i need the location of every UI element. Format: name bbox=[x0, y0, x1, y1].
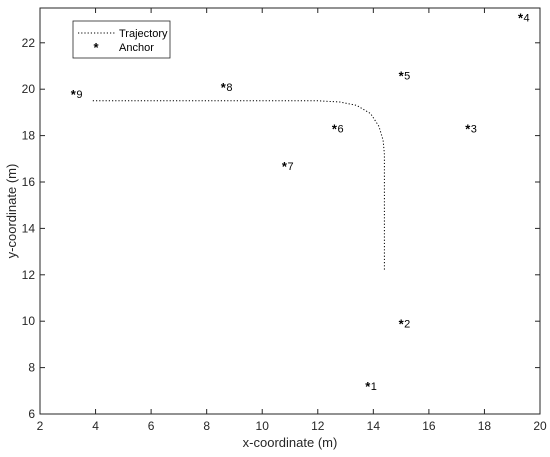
y-tick-label: 14 bbox=[22, 221, 36, 235]
legend: Trajectory * Anchor bbox=[72, 20, 171, 59]
y-tick-label: 8 bbox=[28, 361, 35, 375]
legend-box bbox=[72, 20, 171, 59]
anchor-marker: * bbox=[282, 159, 288, 174]
y-tick-label: 22 bbox=[22, 36, 36, 50]
x-tick-label: 2 bbox=[37, 419, 44, 433]
legend-anchor-label: Anchor bbox=[119, 42, 154, 54]
anchor-marker: * bbox=[221, 80, 227, 95]
anchor-label: 6 bbox=[337, 124, 343, 136]
anchor-marker: * bbox=[365, 379, 371, 394]
x-tick-label: 4 bbox=[92, 419, 99, 433]
y-tick-label: 10 bbox=[22, 314, 36, 328]
x-tick-label: 18 bbox=[478, 419, 492, 433]
anchor-marker: * bbox=[399, 68, 405, 83]
x-tick-label: 10 bbox=[256, 419, 270, 433]
y-tick-label: 6 bbox=[28, 407, 35, 421]
legend-trajectory-label: Trajectory bbox=[119, 28, 168, 40]
y-tick-label: 16 bbox=[22, 175, 36, 189]
x-tick-label: 8 bbox=[203, 419, 210, 433]
anchor-label: 7 bbox=[287, 161, 293, 173]
anchor-label: 4 bbox=[524, 12, 530, 24]
x-tick-label: 6 bbox=[148, 419, 155, 433]
anchor-label: 2 bbox=[404, 319, 410, 331]
plot-area bbox=[39, 7, 541, 415]
y-tick-label: 18 bbox=[22, 129, 36, 143]
anchor-marker: * bbox=[465, 122, 471, 137]
x-axis-title: x-coordinate (m) bbox=[243, 435, 338, 450]
legend-anchor-swatch: * bbox=[93, 40, 99, 55]
anchor-label: 1 bbox=[371, 381, 377, 393]
anchor-label: 5 bbox=[404, 70, 410, 82]
x-tick-label: 16 bbox=[422, 419, 436, 433]
anchor-marker: * bbox=[332, 122, 338, 137]
y-tick-label: 20 bbox=[22, 82, 36, 96]
y-tick-label: 12 bbox=[22, 268, 36, 282]
anchor-marker: * bbox=[518, 10, 524, 25]
x-tick-label: 20 bbox=[533, 419, 547, 433]
anchor-label: 9 bbox=[76, 89, 82, 101]
x-tick-label: 12 bbox=[311, 419, 325, 433]
y-axis-title: y-coordinate (m) bbox=[4, 164, 19, 259]
anchor-series: * 1* 2* 3* 4* 5* 6* 7* 8* 9 bbox=[71, 10, 530, 394]
anchor-label: 8 bbox=[226, 82, 232, 94]
anchor-label: 3 bbox=[471, 124, 477, 136]
anchor-marker: * bbox=[399, 317, 405, 332]
anchor-marker: * bbox=[71, 87, 77, 102]
x-tick-label: 14 bbox=[367, 419, 381, 433]
